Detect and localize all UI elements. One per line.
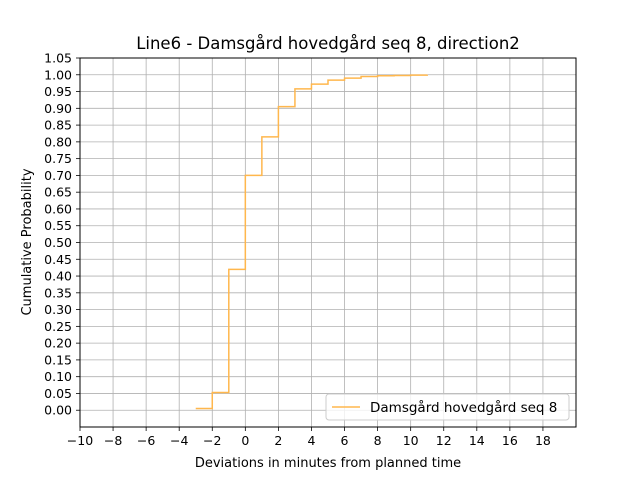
y-tick-label: 0.05: [44, 386, 72, 401]
y-tick-label: 0.55: [44, 218, 72, 233]
y-tick-label: 0.70: [44, 168, 72, 183]
x-tick-label: 8: [374, 433, 382, 448]
x-tick-label: 16: [502, 433, 518, 448]
y-tick-label: 0.95: [44, 84, 72, 99]
x-axis-label: Deviations in minutes from planned time: [195, 456, 461, 471]
x-tick-label: 6: [341, 433, 349, 448]
x-tick-label: 14: [469, 433, 485, 448]
x-tick-label: 0: [241, 433, 249, 448]
y-tick-label: 0.15: [44, 352, 72, 367]
y-tick-label: 0.20: [44, 336, 72, 351]
legend-label: Damsgård hovedgård seq 8: [370, 399, 557, 416]
series-layer: [195, 74, 428, 410]
y-tick-label: 0.10: [44, 369, 72, 384]
x-tick-label: −6: [137, 433, 155, 448]
x-tick-label: 2: [274, 433, 282, 448]
x-ticks: −10 −8 −6 −4 −2 0 2 4 6 8 10 12 14 16 18: [67, 427, 551, 448]
x-tick-label: −4: [170, 433, 188, 448]
y-tick-label: 0.25: [44, 319, 72, 334]
y-tick-label: 0.40: [44, 269, 72, 284]
y-tick-label: 0.85: [44, 118, 72, 133]
y-tick-label: 0.45: [44, 252, 72, 267]
y-tick-label: 0.65: [44, 185, 72, 200]
y-tick-label: 0.90: [44, 101, 72, 116]
legend: Damsgård hovedgård seq 8: [325, 393, 570, 421]
y-tick-label: 0.00: [44, 403, 72, 418]
y-ticks: 0.00 0.05 0.10 0.150.20 0.25 0.30 0.350.40 0.45…: [44, 51, 80, 418]
y-axis-label: Cumulative Probability: [20, 168, 35, 315]
grid-lines: [79, 57, 576, 427]
x-tick-label: −8: [104, 433, 122, 448]
series-line: [195, 74, 428, 410]
x-tick-label: 10: [403, 433, 419, 448]
y-tick-label: 1.05: [44, 51, 72, 66]
y-tick-label: 1.00: [44, 67, 72, 82]
y-tick-label: 0.75: [44, 151, 72, 166]
x-tick-label: −2: [203, 433, 221, 448]
y-tick-label: 0.50: [44, 235, 72, 250]
y-tick-label: 0.80: [44, 134, 72, 149]
chart-title: Line6 - Damsgård hovedgård seq 8, direct…: [136, 34, 520, 53]
y-tick-label: 0.60: [44, 201, 72, 216]
y-tick-label: 0.35: [44, 285, 72, 300]
x-tick-label: 12: [436, 433, 452, 448]
y-tick-label: 0.30: [44, 302, 72, 317]
x-tick-label: 4: [307, 433, 315, 448]
legend-box: [325, 393, 570, 421]
x-tick-label: 18: [535, 433, 551, 448]
x-tick-label: −10: [67, 433, 93, 448]
